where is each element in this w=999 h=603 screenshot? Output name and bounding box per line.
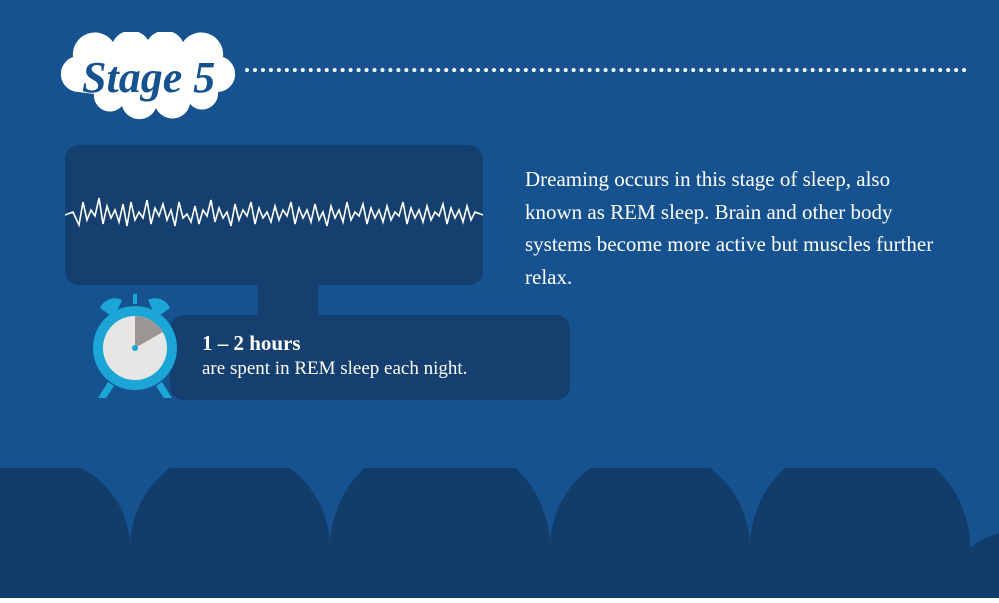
brainwave-icon [65,180,483,250]
cloud-footer-icon [0,468,999,598]
duration-panel: 1 – 2 hours are spent in REM sleep each … [170,315,570,400]
header-dotted-line [245,68,967,72]
duration-value: 1 – 2 hours [202,331,538,356]
stage-cloud-badge [48,32,253,122]
brainwave-panel [65,145,483,285]
infographic-canvas: Stage 5 Dreaming occurs in this stage of… [0,0,999,598]
panel-connector [258,285,318,315]
duration-caption: are spent in REM sleep each night. [202,358,538,380]
alarm-clock-icon [80,290,190,410]
stage-description: Dreaming occurs in this stage of sleep, … [525,163,944,293]
